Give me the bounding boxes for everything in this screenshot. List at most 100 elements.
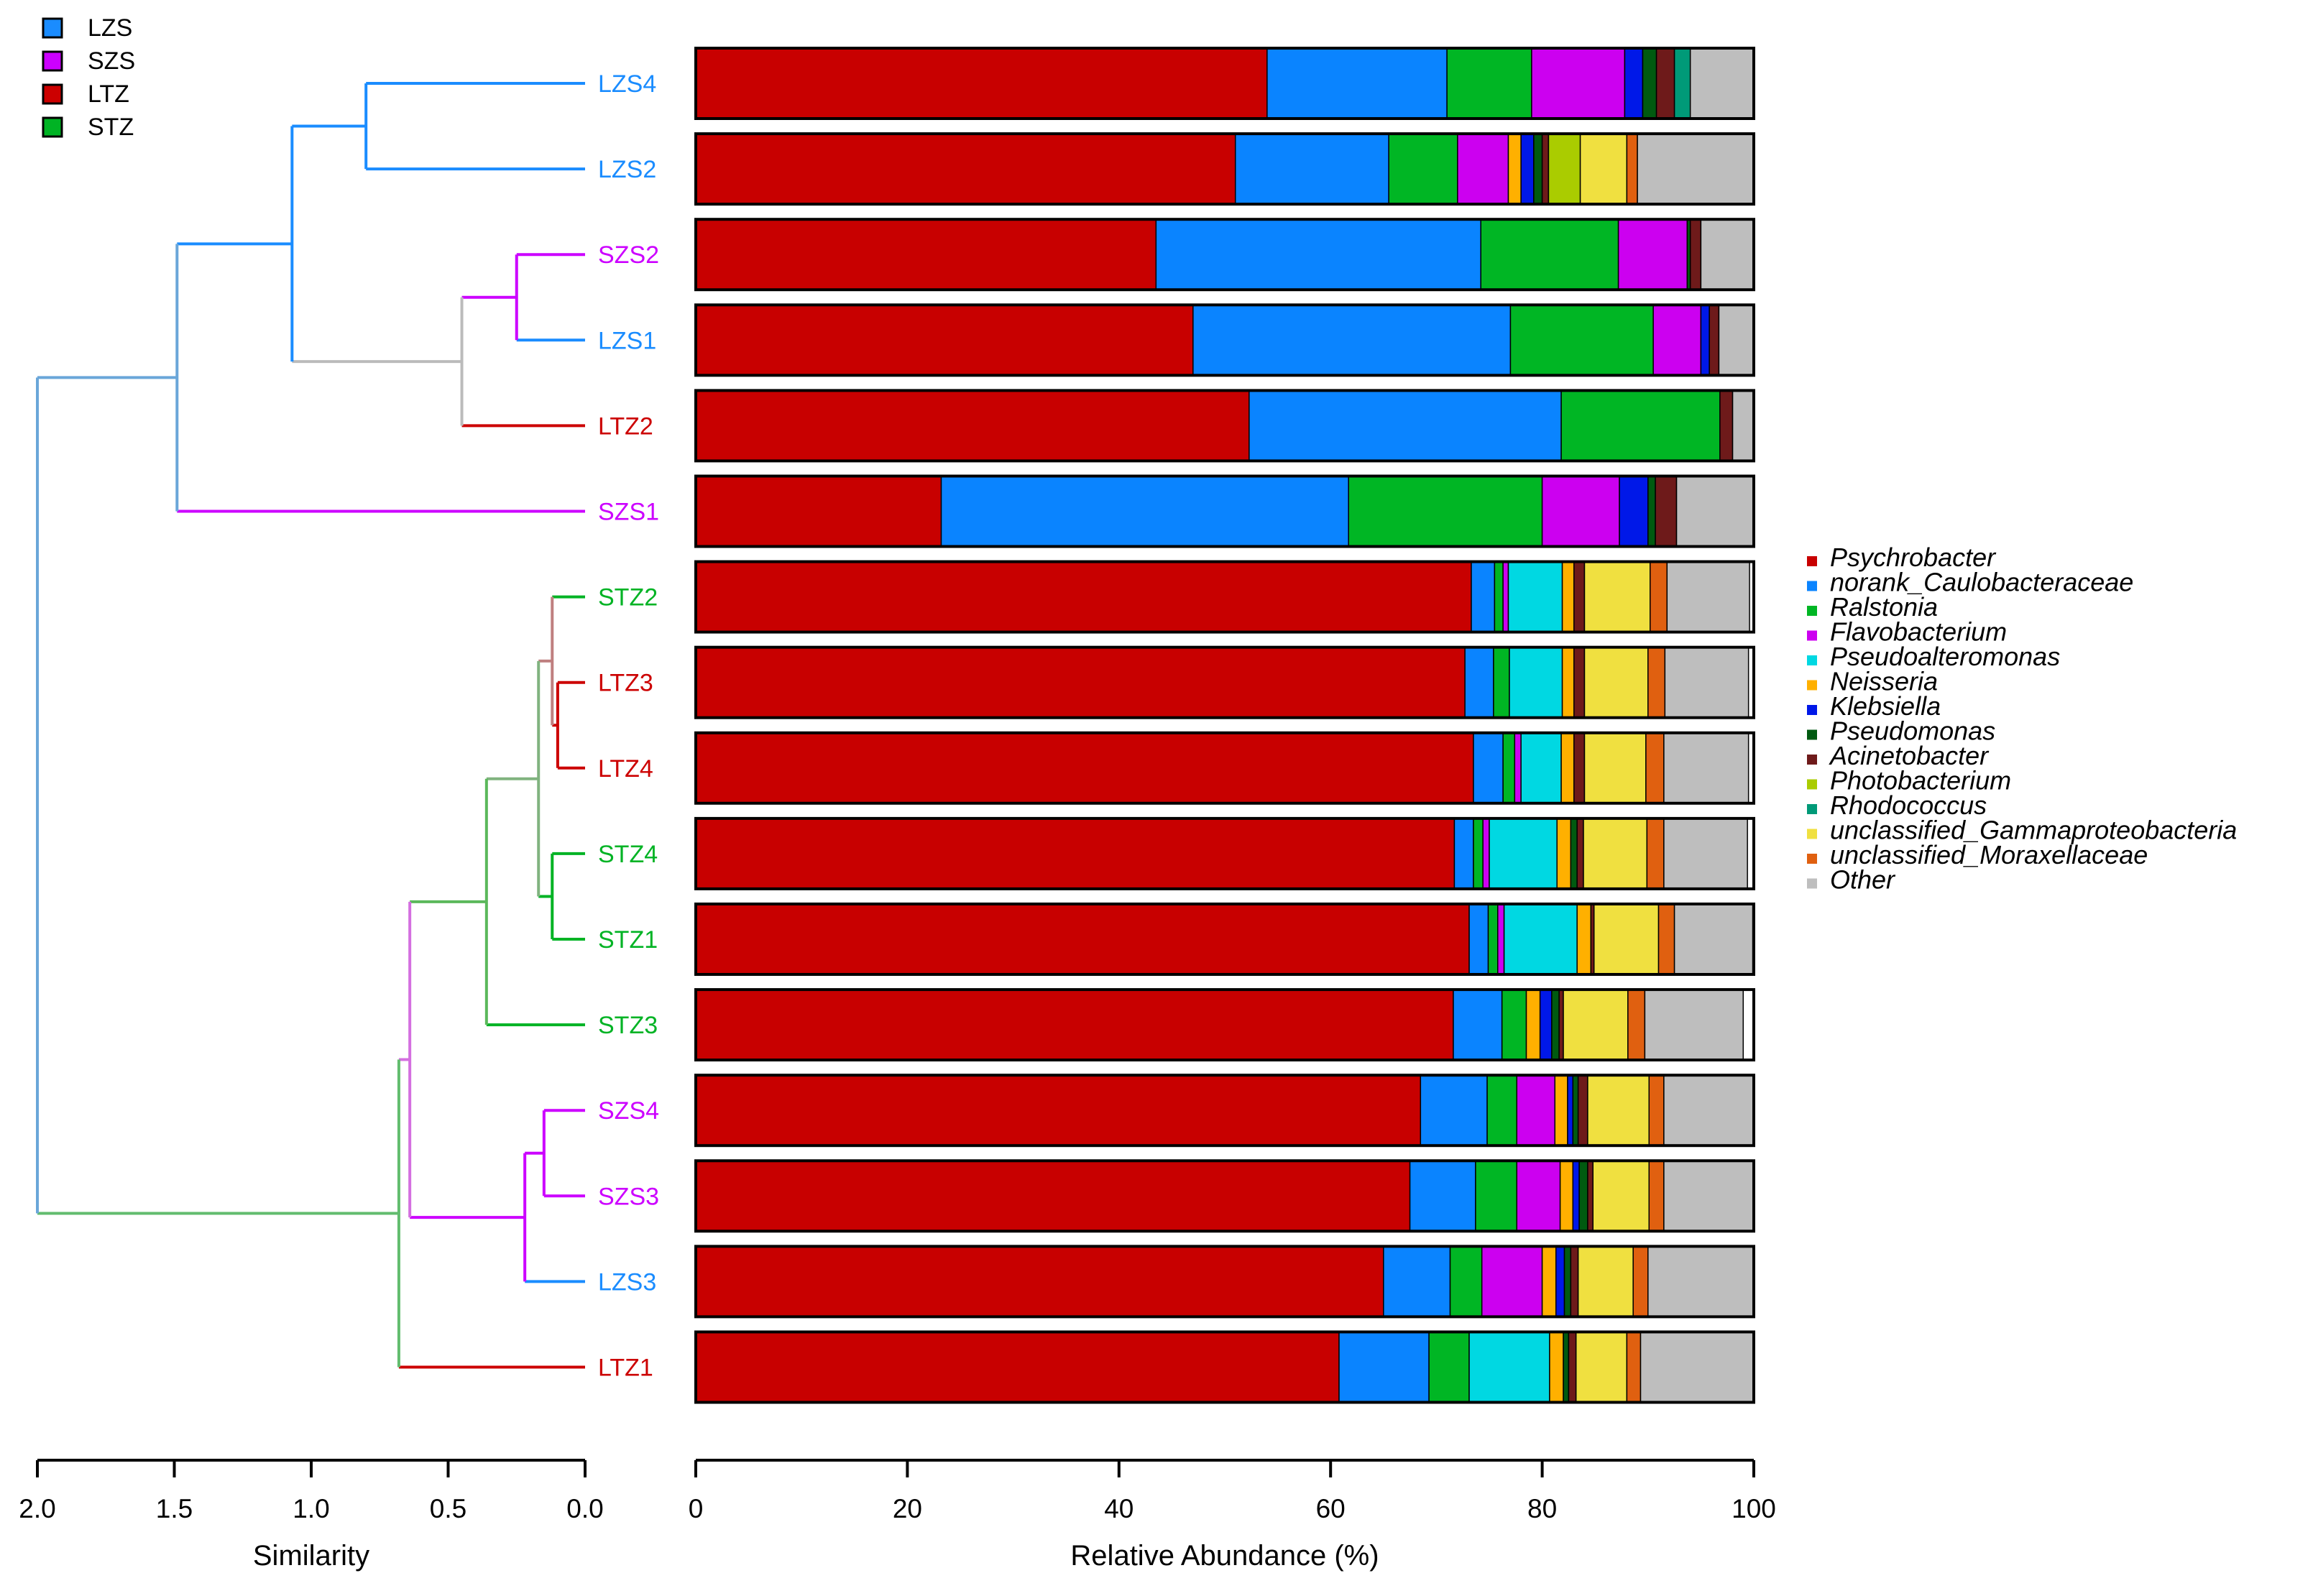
bar-segment-ltz4-pseudoalteromonas (1520, 732, 1562, 804)
dendrogram-merge-5 (523, 1151, 585, 1283)
sample-label-stz4: STZ4 (598, 841, 658, 868)
bar-segment-stz2-ralstonia (1494, 561, 1504, 633)
bar-segment-ltz4-acinetobacter (1573, 732, 1586, 804)
sample-labels: LZS4 LZS2 SZS2 LZS1 LTZ2 SZS1 STZ2 LTZ3 LTZ4 STZ4… (598, 70, 659, 1382)
bar-segment-lzs2-other (1637, 133, 1755, 205)
bar-segment-ltz4-ralstonia (1502, 732, 1516, 804)
bar-frame-stz1 (694, 903, 1755, 976)
bar-segment-szs4-unclassified-moraxellaceae (1648, 1074, 1665, 1146)
group-legend-label-lzs: LZS (88, 14, 132, 42)
bar-segment-stz1-ralstonia (1487, 903, 1499, 975)
bar-segment-stz4-unclassified-gammaproteobacteria (1583, 818, 1648, 890)
bar-segment-ltz3-neisseria (1561, 646, 1575, 719)
taxa-legend-label-photobacterium: Photobacterium (1830, 766, 2011, 795)
bar-segment-lzs2-norank-caulobacteraceae (1234, 133, 1389, 205)
bar-segment-lzs4-ralstonia (1446, 47, 1532, 119)
dendrogram-merge-9 (408, 900, 525, 1219)
bar-segment-szs4-klebsiella (1567, 1074, 1574, 1146)
bar-segment-stz4-flavobacterium (1482, 818, 1490, 890)
bar-segment-lzs3-ralstonia (1449, 1245, 1483, 1318)
bar-row-lzs4 (694, 47, 1755, 120)
dendrogram-merge-14 (36, 376, 399, 1215)
taxa-legend-label-norank-caulobacteraceae: norank_Caulobacteraceae (1830, 568, 2133, 597)
bar-row-lzs2 (694, 132, 1755, 206)
bar-row-ltz2 (694, 389, 1755, 463)
bar-segment-stz3-psychrobacter (695, 989, 1454, 1061)
bar-axis-tick-label-0: 0 (689, 1494, 704, 1523)
bar-segment-stz1-flavobacterium (1497, 903, 1505, 975)
taxa-legend-swatch-psychrobacter (1807, 556, 1817, 566)
bar-row-stz4 (694, 816, 1755, 890)
bar-segment-lzs3-unclassified-gammaproteobacteria (1577, 1245, 1634, 1318)
taxa-legend-swatch-neisseria (1807, 680, 1817, 691)
bar-segment-lzs4-acinetobacter (1655, 47, 1675, 119)
dendrogram-merge-7 (484, 777, 585, 1027)
bar-axis-tick-label-2: 40 (1104, 1494, 1133, 1523)
bar-segment-stz4-pseudomonas (1570, 818, 1578, 890)
taxa-legend-label-other: Other (1830, 865, 1896, 895)
bar-row-lzs3 (694, 1245, 1755, 1319)
bar-frame-lzs2 (694, 132, 1755, 206)
bar-segment-stz3-neisseria (1525, 989, 1541, 1061)
bar-segment-szs3-other (1663, 1160, 1755, 1232)
bar-segment-lzs2-acinetobacter (1541, 133, 1550, 205)
bar-segment-ltz2-acinetobacter (1719, 389, 1734, 462)
sample-label-lzs3: LZS3 (598, 1268, 656, 1296)
bar-segment-ltz4-neisseria (1560, 732, 1575, 804)
bar-frame-stz2 (694, 560, 1755, 634)
taxa-legend-swatch-pseudomonas (1807, 729, 1817, 740)
bar-segment-ltz1-psychrobacter (695, 1331, 1340, 1403)
dendrogram-merge-3 (542, 1109, 585, 1198)
taxa-legend-swatch-klebsiella (1807, 705, 1817, 715)
bar-segment-szs3-acinetobacter (1587, 1160, 1594, 1232)
bar-frame-ltz3 (694, 645, 1755, 719)
bar-segment-lzs4-psychrobacter (695, 47, 1268, 119)
taxa-legend-label-unclassified-moraxellaceae: unclassified_Moraxellaceae (1830, 840, 2148, 870)
group-legend: LZS SZS LTZ STZ (42, 14, 135, 141)
bar-segment-szs4-pseudomonas (1572, 1074, 1579, 1146)
taxa-legend-label-pseudoalteromonas: Pseudoalteromonas (1830, 642, 2060, 671)
bar-segment-lzs1-ralstonia (1509, 304, 1654, 377)
bar-row-ltz1 (694, 1330, 1755, 1404)
bar-segment-stz2-psychrobacter (695, 561, 1472, 633)
bar-segment-szs1-ralstonia (1348, 475, 1543, 548)
taxa-legend-label-rhodococcus: Rhodococcus (1830, 790, 1987, 820)
taxa-legend-swatch-other (1807, 878, 1817, 889)
bar-segment-stz4-acinetobacter (1576, 818, 1584, 890)
bar-segment-stz4-other (1663, 818, 1748, 890)
bar-segment-szs3-klebsiella (1572, 1160, 1580, 1232)
bar-segment-szs4-other (1663, 1074, 1755, 1146)
bar-segment-ltz4-unclassified-moraxellaceae (1645, 732, 1665, 804)
dendrogram-merge-1 (551, 852, 585, 941)
bar-segment-ltz4-psychrobacter (695, 732, 1474, 804)
bar-segment-stz4-ralstonia (1473, 818, 1484, 890)
bar-segment-ltz3-norank-caulobacteraceae (1464, 646, 1494, 719)
bar-segment-stz1-neisseria (1576, 903, 1592, 975)
bar-segment-stz4-unclassified-moraxellaceae (1646, 818, 1665, 890)
bar-segment-lzs4-klebsiella (1624, 47, 1644, 119)
dendrogram (36, 82, 585, 1369)
sample-label-ltz2: LTZ2 (598, 412, 653, 440)
sample-label-szs4: SZS4 (598, 1097, 659, 1125)
sample-label-szs2: SZS2 (598, 241, 659, 269)
bar-segment-lzs1-other (1718, 304, 1755, 377)
bar-segment-ltz1-ralstonia (1428, 1331, 1470, 1403)
bar-segment-szs1-other (1675, 475, 1755, 548)
bar-segment-szs3-neisseria (1559, 1160, 1574, 1232)
dendrogram-merge-4 (537, 659, 553, 898)
group-legend-swatch-ltz (42, 83, 63, 105)
sample-label-ltz1: LTZ1 (598, 1355, 653, 1382)
group-legend-label-ltz: LTZ (88, 80, 129, 108)
bar-axis-title: Relative Abundance (%) (1070, 1540, 1379, 1572)
bar-segment-ltz3-psychrobacter (695, 646, 1466, 719)
bar-segment-ltz4-unclassified-gammaproteobacteria (1583, 732, 1647, 804)
bar-segment-stz2-other (1666, 561, 1750, 633)
sample-label-ltz4: LTZ4 (598, 755, 653, 783)
sample-label-stz2: STZ2 (598, 584, 658, 612)
bar-frame-ltz4 (694, 731, 1755, 805)
bar-segment-ltz2-ralstonia (1560, 389, 1721, 462)
bar-row-szs4 (694, 1074, 1755, 1148)
bar-row-szs2 (694, 218, 1755, 292)
bar-segment-lzs1-flavobacterium (1652, 304, 1702, 377)
bar-segment-szs3-unclassified-gammaproteobacteria (1592, 1160, 1650, 1232)
